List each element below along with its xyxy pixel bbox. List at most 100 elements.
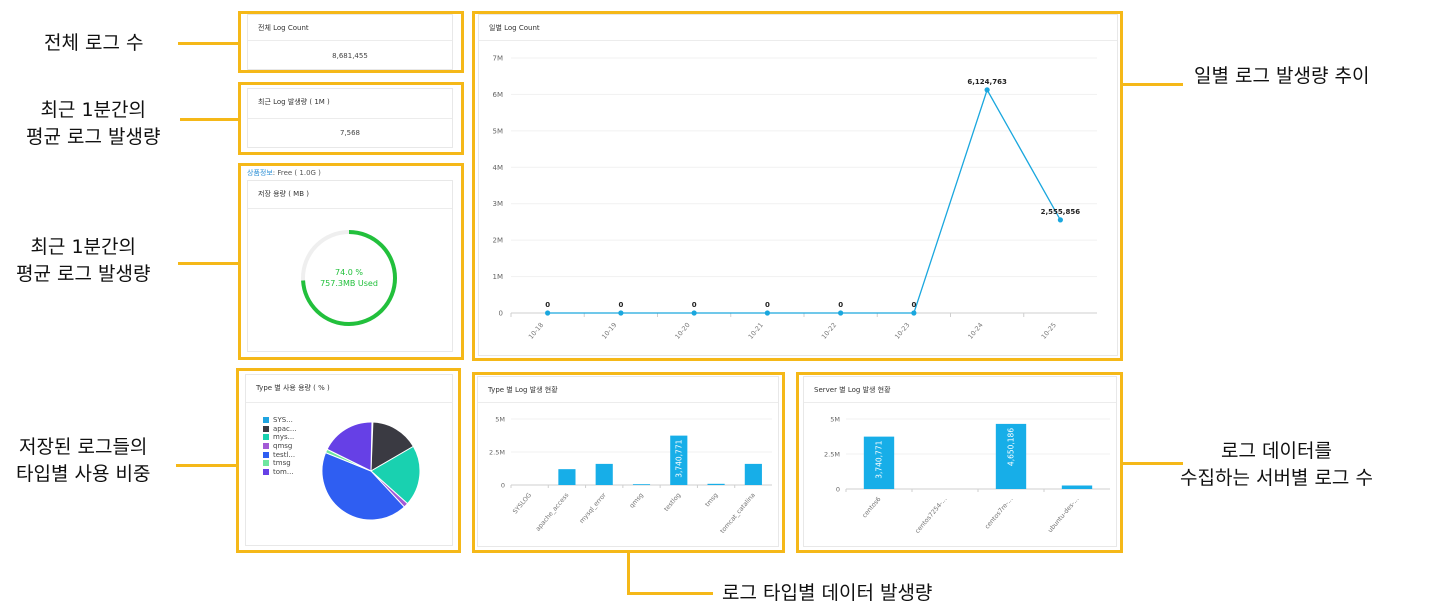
recent-log-value: 7,568 [339, 129, 361, 137]
server-y-tick: 5M [830, 416, 840, 424]
type-x-tick: tmsg [704, 492, 720, 509]
daily-point-label: 0 [765, 301, 770, 309]
legend-swatch [263, 468, 269, 475]
callout-storage: 최근 1분간의 평균 로그 발생량 [16, 234, 150, 288]
server-generation-title: Server 별 Log 발생 현황 [814, 386, 891, 394]
type-y-tick: 2.5M [489, 449, 505, 457]
card-divider [479, 40, 1117, 41]
legend-swatch [263, 460, 269, 467]
connector-server [1123, 462, 1183, 465]
daily-point[interactable] [618, 310, 624, 316]
pie-slice[interactable] [370, 421, 415, 472]
daily-x-tick: 10-24 [966, 321, 984, 341]
daily-y-tick: 3M [493, 200, 504, 208]
plan-info: 상품정보: Free ( 1.0G ) [247, 168, 321, 178]
daily-point[interactable] [545, 310, 551, 316]
type-generation-card: Type 별 Log 발생 현황 0 2.5M 5M SYSLOG apache_acc… [477, 376, 779, 547]
gauge-used: 757.3MB Used [320, 279, 378, 288]
card-divider [246, 402, 452, 403]
callout-type-generation: 로그 타입별 데이터 발생량 [722, 582, 933, 604]
type-x-tick: tomcat_catalina [719, 492, 757, 535]
daily-point-label: 0 [692, 301, 697, 309]
pie-slice[interactable] [326, 421, 373, 472]
legend-label: tom... [273, 467, 294, 476]
pie-legend-item[interactable]: qmsg [263, 442, 297, 451]
daily-y-tick: 2M [493, 237, 504, 245]
daily-x-tick: 10-23 [893, 321, 911, 341]
card-divider [248, 40, 452, 41]
type-bar[interactable] [670, 435, 688, 485]
daily-y-tick: 4M [493, 164, 504, 172]
daily-point[interactable] [838, 310, 844, 316]
pie-slice[interactable] [321, 451, 405, 521]
pie-legend-item[interactable]: apac... [263, 425, 297, 434]
type-x-tick: mysql_error [578, 491, 608, 524]
type-bar[interactable] [558, 469, 576, 485]
daily-point[interactable] [691, 310, 697, 316]
pie-legend-item[interactable]: SYS... [263, 416, 297, 425]
storage-card: 저장 용량 ( MB ) 74.0 % 757.3MB Used [247, 180, 453, 352]
daily-log-title: 일별 Log Count [489, 24, 540, 32]
plan-info-value: : Free ( 1.0G ) [272, 169, 321, 177]
daily-point[interactable] [911, 310, 917, 316]
frame-total [238, 11, 464, 73]
daily-point-label: 2,555,856 [1041, 208, 1081, 216]
daily-log-card: 일별 Log Count 0 1M 2M 3M 4M 5M 6M 7M 10-18 10-19 10… [478, 14, 1118, 356]
daily-x-tick: 10-19 [600, 321, 618, 341]
server-bar-label: 3,740,771 [875, 440, 884, 478]
gauge-percent: 74.0 % [335, 268, 363, 277]
pie-slice[interactable] [370, 445, 421, 505]
connector-recent [180, 118, 238, 121]
frame-server-bars [796, 372, 1123, 553]
plan-info-link[interactable]: 상품정보 [247, 169, 273, 177]
legend-label: apac... [273, 424, 297, 433]
daily-x-tick: 10-22 [820, 321, 838, 341]
daily-point-label: 6,124,763 [967, 78, 1007, 86]
server-bar[interactable] [995, 423, 1027, 489]
type-usage-card: Type 별 사용 용량 ( % ) SYS... apac... mys... qm… [245, 374, 453, 546]
server-bar[interactable] [863, 436, 895, 489]
callout-types-line1: 저장된 로그들의 [19, 436, 148, 458]
type-bar[interactable] [595, 463, 613, 485]
type-bar[interactable] [632, 484, 651, 485]
daily-point[interactable] [1057, 217, 1063, 223]
connector-total [178, 42, 238, 45]
daily-y-tick: 0 [499, 310, 503, 318]
pie-legend-item[interactable]: tom... [263, 468, 297, 477]
type-x-tick: testlog [663, 492, 682, 513]
type-bar[interactable] [707, 483, 725, 485]
server-bar[interactable] [1061, 485, 1093, 490]
server-bar-label: 4,650,186 [1007, 428, 1016, 466]
type-x-tick: SYSLOG [512, 492, 533, 516]
frame-type-bars [472, 372, 785, 553]
server-y-tick: 2.5M [824, 451, 840, 459]
pie-legend-item[interactable]: testl... [263, 450, 297, 459]
legend-swatch [263, 443, 269, 450]
type-bar[interactable] [744, 463, 762, 485]
pie-legend-item[interactable]: tmsg [263, 459, 297, 468]
daily-series-line [547, 88, 1061, 314]
callout-daily: 일별 로그 발생량 추이 [1194, 65, 1370, 87]
daily-y-tick: 1M [493, 273, 504, 281]
daily-log-chart: 0 1M 2M 3M 4M 5M 6M 7M 10-18 10-19 10-20 10-21 10-22… [493, 55, 1097, 341]
type-x-tick: apache_access [535, 492, 571, 533]
legend-swatch [263, 451, 269, 458]
callout-server-line2: 수집하는 서버별 로그 수 [1180, 467, 1373, 489]
type-y-tick: 0 [501, 482, 505, 490]
callout-recent-line2: 평균 로그 발생량 [26, 126, 161, 148]
daily-x-tick: 10-20 [673, 321, 691, 341]
type-bar-label: 3,740,771 [674, 439, 683, 477]
pie-legend-item[interactable]: mys... [263, 433, 297, 442]
server-x-tick: centos7re-... [984, 496, 1015, 531]
connector-storage [178, 262, 238, 265]
legend-swatch [263, 417, 269, 424]
daily-point[interactable] [764, 310, 770, 316]
frame-storage [238, 163, 464, 360]
legend-label: tmsg [273, 459, 291, 468]
callout-recent-line1: 최근 1분간의 [40, 99, 146, 121]
daily-point[interactable] [984, 87, 990, 93]
connector-type-generation-h [627, 592, 713, 595]
daily-x-tick: 10-21 [747, 321, 765, 341]
daily-point-label: 0 [911, 301, 916, 309]
type-y-tick: 5M [495, 416, 505, 424]
